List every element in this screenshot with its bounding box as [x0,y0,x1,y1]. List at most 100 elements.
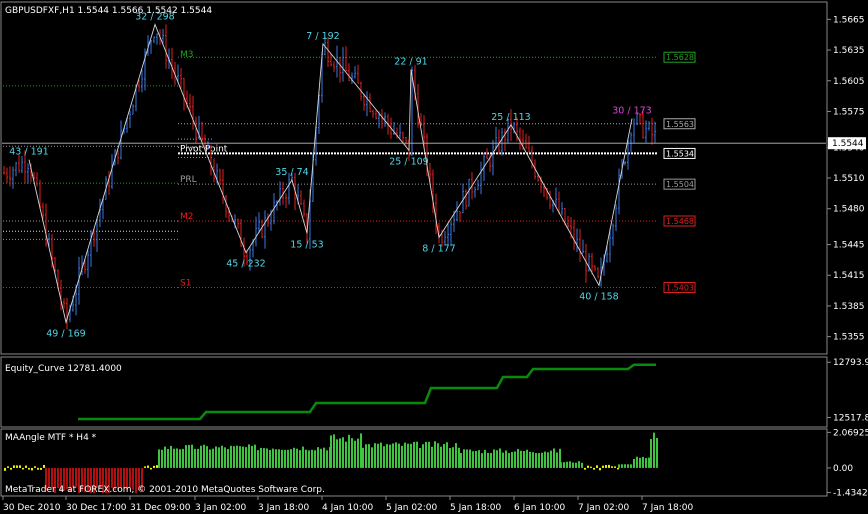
oscillator-bar [34,466,36,468]
oscillator-bar [526,449,528,468]
oscillator-bar [362,447,364,468]
level-value: 1.5628 [666,53,694,62]
level-name: PRL [180,175,197,185]
oscillator-bar [156,465,158,468]
oscillator-bar [317,447,319,468]
oscillator-bar [532,452,534,468]
oscillator-bar [227,448,229,468]
oscillator-bar [636,456,638,468]
y-tick-label: 1.5605 [833,77,865,87]
level-value: 1.5468 [666,217,694,226]
oscillator-bar [221,445,223,468]
oscillator-bar [108,467,110,494]
oscillator-bar [383,446,385,468]
oscillator-bar [472,451,474,468]
x-tick-label: 3 Jan 18:00 [258,503,310,513]
oscillator-bar [656,437,658,468]
oscillator-bar [147,465,149,468]
oscillator-bar [13,465,15,468]
oscillator-bar [132,467,134,490]
oscillator-bar [368,444,370,468]
oscillator-bar [200,445,202,468]
oscillator-bar [520,450,522,468]
y-tick-label: 1.5665 [833,15,865,25]
oscillator-bar [541,452,543,468]
y-tick-label: 1.5480 [833,205,865,215]
oscillator-bar [22,467,24,470]
oscillator-bar [584,467,586,470]
oscillator-bar [311,449,313,468]
oscillator-bar [650,439,652,468]
oscillator-bar [547,452,549,468]
equity-y-label: 12517.8 [833,413,868,423]
y-tick-label: 1.5445 [833,241,865,251]
oscillator-bar [624,464,626,468]
level-value-box [663,51,696,63]
oscillator-bar [263,448,265,468]
oscillator-bar [78,467,80,494]
zigzag-label: 8 / 177 [422,243,455,254]
oscillator-bar [66,467,68,490]
oscillator-y-label: -1.43425 [833,489,868,499]
oscillator-bar [611,466,613,468]
oscillator-bar [511,452,513,468]
oscillator-bar [308,450,310,468]
oscillator-bar [452,447,454,468]
level-name: S1 [180,279,191,289]
level-value: 1.5504 [666,180,694,189]
y-tick-label: 1.5510 [833,174,865,184]
level-value-box [663,147,696,159]
zigzag-label: 40 / 158 [579,291,618,302]
oscillator-bar [102,467,104,494]
oscillator-bar [425,441,427,468]
oscillator-bar [374,443,376,468]
oscillator-bar [496,450,498,468]
oscillator-bar [287,449,289,468]
oscillator-bar [105,467,107,494]
oscillator-bar [336,439,338,468]
current-price-box [828,137,866,150]
chart-footer: MetaTrader 4 at FOREX.com, © 2001-2010 M… [5,485,325,495]
oscillator-bar [517,449,519,468]
oscillator-bar [478,450,480,468]
x-tick-label: 6 Jan 10:00 [514,503,566,513]
x-tick-label: 30 Dec 2010 [3,503,61,513]
oscillator-bar [182,448,184,468]
oscillator-bar [599,467,601,471]
oscillator-bar [81,467,83,492]
zigzag-label: 45 / 232 [226,259,265,270]
oscillator-bar [556,452,558,468]
oscillator-bar [206,446,208,468]
oscillator-bar [215,446,217,468]
oscillator-bar [360,433,362,468]
oscillator-bar [126,467,128,490]
oscillator-bar [648,457,650,468]
oscillator-bar [84,467,86,493]
oscillator-bar [7,466,9,468]
oscillator-bar [272,448,274,468]
oscillator-bar [120,467,122,488]
oscillator-bar [173,448,175,468]
oscillator-bar [135,467,137,494]
level-value-box [663,178,696,190]
oscillator-bar [602,465,604,468]
oscillator-bar [176,448,178,468]
oscillator-bar [25,465,27,468]
oscillator-bar [446,442,448,468]
oscillator-bar [330,435,332,468]
zigzag-label: 15 / 53 [290,239,323,250]
oscillator-bar [371,447,373,468]
oscillator-bar [475,450,477,468]
oscillator-bar [197,448,199,468]
oscillator-bar [449,448,451,468]
oscillator-bar [191,444,193,468]
oscillator-bar [170,445,172,468]
oscillator-bar [342,437,344,468]
oscillator-bar [60,467,62,492]
oscillator-bar [333,434,335,468]
oscillator-bar [242,446,244,468]
oscillator-bar [185,445,187,468]
oscillator-bar [560,462,562,468]
oscillator-bar [203,444,205,468]
